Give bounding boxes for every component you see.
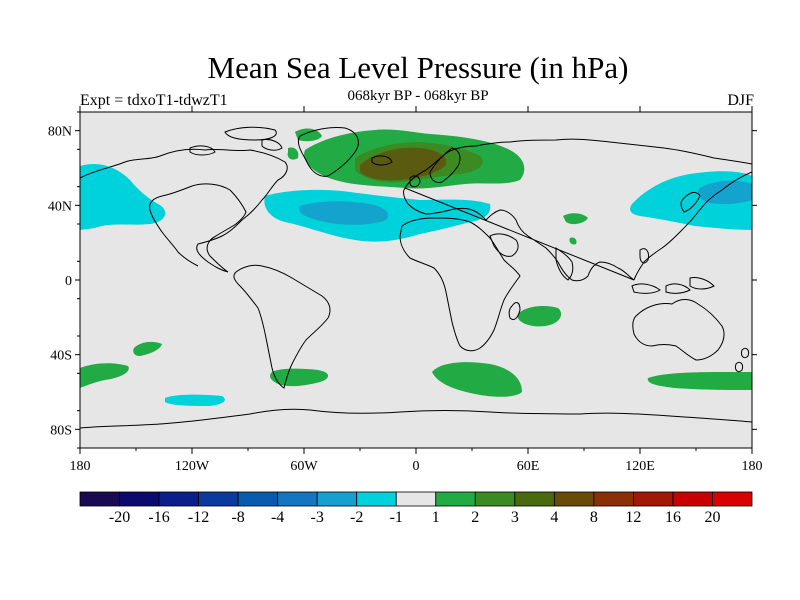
coast-japan: [680, 191, 701, 213]
colorbar-swatch: [474, 491, 516, 507]
colorbar-label: 4: [550, 509, 558, 526]
lat-label: 0: [65, 274, 72, 289]
colorbar-label: -16: [148, 509, 169, 526]
plot-title: Mean Sea Level Pressure (in hPa): [207, 50, 629, 85]
colorbar-swatch: [672, 491, 713, 507]
colorbar-swatch: [712, 491, 753, 507]
latitude-axis: 80N 40N 0 40S 80S: [48, 111, 757, 449]
arctic-positive-2: [287, 147, 299, 160]
south-america-tip-positive: [270, 368, 329, 387]
colorbar-swatch: [237, 491, 279, 507]
lat-label: 40S: [50, 349, 72, 364]
colorbar-swatch: [277, 491, 318, 507]
longitude-axis: 180 120W 60W 0 60E 120E 180: [70, 106, 763, 474]
north-pacific-core: [698, 180, 752, 205]
colorbar: -20 -16 -12 -8 -4 -3 -2 -1 1 2 3 4 8 12 16 20: [79, 491, 753, 526]
colorbar-swatch: [198, 491, 239, 507]
south-australia-ocean-positive: [647, 372, 752, 390]
colorbar-label: -1: [390, 509, 403, 526]
colorbar-label: 2: [471, 509, 479, 526]
colorbar-label: -20: [109, 509, 130, 526]
coast-africa: [399, 217, 521, 352]
colorbar-swatch: [316, 491, 358, 507]
colorbar-swatch: [435, 491, 476, 507]
experiment-label: Expt = tdxoT1-tdwzT1: [80, 92, 228, 109]
south-pacific-negative: [165, 394, 225, 406]
period-label: 068kyr BP - 068kyr BP: [347, 88, 489, 104]
colorbar-label: -12: [188, 509, 209, 526]
south-africa-ocean-positive: [432, 362, 522, 397]
coast-arabia-india: [489, 233, 574, 281]
season-label: DJF: [727, 92, 754, 109]
coast-iceland: [371, 155, 393, 166]
colorbar-label: -4: [271, 509, 284, 526]
colorbar-label: 1: [432, 509, 440, 526]
coastlines: [80, 126, 752, 429]
colorbar-swatch: [158, 491, 199, 507]
colorbar-label: 12: [625, 509, 641, 526]
colorbar-swatch: [514, 491, 555, 507]
colorbar-swatch: [395, 491, 437, 507]
coast-north-america: [80, 148, 288, 273]
lon-label: 120W: [175, 459, 210, 474]
colorbar-swatch: [633, 491, 674, 507]
coast-british-isles: [409, 175, 421, 188]
lon-label: 120E: [625, 459, 655, 474]
colorbar-swatch: [553, 491, 595, 507]
lon-label: 60E: [517, 459, 540, 474]
coast-greenland: [297, 127, 359, 177]
colorbar-swatch: [593, 491, 634, 507]
north-atlantic-core: [299, 201, 389, 225]
lat-label: 80N: [48, 125, 72, 140]
colorbar-label: -8: [231, 509, 244, 526]
coast-new-zealand: [735, 347, 749, 373]
colorbar-label: 3: [511, 509, 519, 526]
coast-scandinavia: [429, 147, 461, 183]
colorbar-label: 8: [590, 509, 598, 526]
lat-label: 40N: [48, 199, 72, 214]
coast-madagascar: [508, 302, 521, 321]
colorbar-swatch: [119, 491, 160, 507]
coast-south-america: [233, 264, 331, 389]
coast-australia: [632, 299, 725, 361]
coast-eurasia: [403, 138, 752, 282]
coast-maritime-continent: [631, 248, 715, 294]
south-pacific-small-positive: [133, 341, 162, 356]
south-indian-positive: [517, 306, 562, 327]
south-pacific-west-positive: [80, 363, 129, 388]
lon-label: 180: [70, 459, 91, 474]
lat-label: 80S: [50, 423, 72, 438]
colorbar-label: 16: [665, 509, 681, 526]
lon-label: 0: [413, 459, 420, 474]
colorbar-label: -2: [350, 509, 363, 526]
central-asia-positive-2: [569, 237, 577, 245]
lon-label: 180: [742, 459, 763, 474]
central-asia-positive: [563, 213, 588, 225]
north-pacific-east-negative: [80, 163, 166, 230]
colorbar-label: -3: [311, 509, 324, 526]
coast-arctic-islands: [189, 126, 283, 156]
colorbar-label: 20: [704, 509, 720, 526]
colorbar-swatch: [356, 491, 397, 507]
colorbar-swatch: [79, 491, 120, 507]
lon-label: 60W: [290, 459, 318, 474]
coast-antarctica: [80, 408, 752, 429]
arctic-positive-1: [295, 128, 322, 142]
